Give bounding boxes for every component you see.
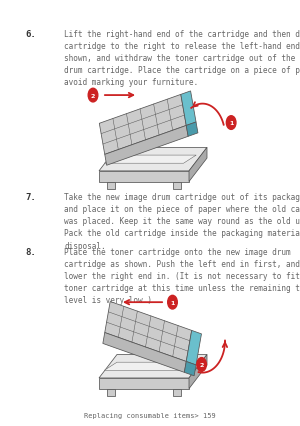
Text: Replacing consumable items> 159: Replacing consumable items> 159 [84, 412, 216, 418]
Polygon shape [189, 354, 207, 389]
Polygon shape [99, 95, 186, 155]
Text: Lift the right-hand end of the cartridge and then draw the
cartridge to the righ: Lift the right-hand end of the cartridge… [64, 30, 300, 87]
Circle shape [197, 358, 206, 371]
Polygon shape [99, 148, 207, 171]
Polygon shape [186, 123, 198, 137]
Polygon shape [103, 333, 186, 372]
Circle shape [88, 89, 98, 103]
Text: Take the new image drum cartridge out of its packaging
and place it on the piece: Take the new image drum cartridge out of… [64, 193, 300, 250]
Polygon shape [181, 92, 196, 126]
Text: 2: 2 [200, 362, 204, 367]
Text: 6.: 6. [26, 30, 36, 39]
Circle shape [168, 296, 177, 309]
Polygon shape [189, 148, 207, 182]
Polygon shape [99, 378, 189, 389]
Text: 8.: 8. [26, 247, 36, 256]
Polygon shape [107, 182, 115, 190]
Polygon shape [99, 171, 189, 182]
Polygon shape [104, 362, 196, 370]
Polygon shape [107, 389, 115, 396]
Polygon shape [173, 389, 181, 396]
Polygon shape [173, 182, 181, 190]
Polygon shape [104, 155, 196, 164]
Circle shape [226, 116, 236, 130]
Text: 1: 1 [170, 300, 175, 305]
Polygon shape [105, 126, 188, 166]
Text: 7.: 7. [26, 193, 36, 201]
Text: Place the toner cartridge onto the new image drum
cartridge as shown. Push the l: Place the toner cartridge onto the new i… [64, 247, 300, 305]
Polygon shape [184, 362, 196, 376]
Polygon shape [186, 331, 202, 365]
Text: 2: 2 [91, 93, 95, 98]
Polygon shape [99, 354, 207, 378]
Text: 1: 1 [229, 121, 233, 126]
Polygon shape [105, 302, 192, 362]
